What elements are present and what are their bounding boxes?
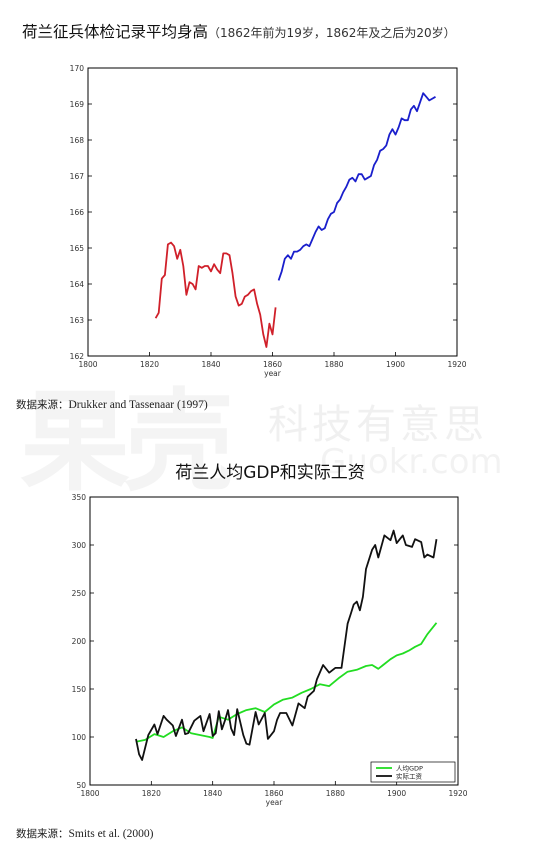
legend-box bbox=[370, 761, 456, 783]
y-tick-label: 150 bbox=[72, 685, 87, 694]
y-tick-label: 200 bbox=[72, 637, 87, 646]
series-line-1 bbox=[154, 241, 277, 348]
y-tick-label: 163 bbox=[70, 316, 85, 325]
y-tick-label: 170 bbox=[70, 64, 85, 73]
y-tick-label: 169 bbox=[70, 100, 85, 109]
watermark-slogan: 科技有意思 bbox=[268, 402, 488, 448]
x-tick-label: 1840 bbox=[201, 360, 220, 369]
series-line-1 bbox=[135, 622, 438, 743]
x-tick-label: 1900 bbox=[387, 789, 406, 798]
x-tick-label: 1860 bbox=[264, 789, 283, 798]
chart2-title: 荷兰人均GDP和实际工资 bbox=[175, 463, 365, 483]
height-chart: 1800 1820 1840 1860 1880 1900 1920 162 163 164 165… bbox=[70, 64, 467, 378]
x-tick-label: 1860 bbox=[263, 360, 282, 369]
chart2-source-text: Smits et al. (2000) bbox=[68, 828, 154, 840]
series-line-2 bbox=[277, 92, 436, 281]
y-tick-label: 167 bbox=[70, 172, 85, 181]
x-tick-label: 1820 bbox=[142, 789, 161, 798]
y-tick-label: 250 bbox=[72, 589, 87, 598]
chart2-source: 数据来源：Smits et al. (2000) bbox=[16, 826, 153, 841]
y-tick-label: 164 bbox=[70, 280, 85, 289]
y-tick-label: 350 bbox=[72, 493, 87, 502]
series-line-2 bbox=[135, 529, 438, 761]
x-tick-label: 1800 bbox=[80, 789, 99, 798]
x-tick-label: 1880 bbox=[326, 789, 345, 798]
chart1-source: 数据来源：Drukker and Tassenaar (1997) bbox=[16, 397, 208, 412]
gdp-wage-chart: 1800 1820 1840 1860 1880 1900 1920 50 100 150 200 2… bbox=[72, 493, 468, 807]
y-tick-label: 168 bbox=[70, 136, 85, 145]
y-tick-label: 162 bbox=[70, 352, 85, 361]
chart1-source-label: 数据来源： bbox=[16, 399, 69, 411]
chart1-subtitle: （1862年前为19岁，1862年及之后为20岁） bbox=[208, 26, 456, 40]
y-tick-label: 50 bbox=[76, 781, 86, 790]
plot-frame bbox=[87, 67, 458, 357]
x-tick-label: 1920 bbox=[447, 360, 466, 369]
x-tick-label: 1820 bbox=[140, 360, 159, 369]
x-tick-label: 1800 bbox=[78, 360, 97, 369]
y-tick-label: 165 bbox=[70, 244, 85, 253]
x-axis-label: year bbox=[264, 369, 282, 378]
x-axis-label: year bbox=[266, 798, 284, 807]
x-tick-label: 1900 bbox=[386, 360, 405, 369]
legend-label: 人均GDP bbox=[396, 764, 423, 773]
y-tick-label: 166 bbox=[70, 208, 85, 217]
x-tick-label: 1840 bbox=[203, 789, 222, 798]
y-tick-label: 100 bbox=[72, 733, 87, 742]
chart1-title-text: 荷兰征兵体检记录平均身高 bbox=[22, 23, 209, 41]
chart1-source-text: Drukker and Tassenaar (1997) bbox=[68, 399, 208, 411]
y-tick-label: 300 bbox=[72, 541, 87, 550]
x-tick-label: 1880 bbox=[324, 360, 343, 369]
x-tick-label: 1920 bbox=[448, 789, 467, 798]
chart2-source-label: 数据来源： bbox=[16, 828, 69, 840]
plot-frame bbox=[89, 496, 459, 786]
legend-label: 实际工资 bbox=[396, 772, 423, 781]
chart1-title: 荷兰征兵体检记录平均身高（1862年前为19岁，1862年及之后为20岁） bbox=[22, 20, 532, 42]
